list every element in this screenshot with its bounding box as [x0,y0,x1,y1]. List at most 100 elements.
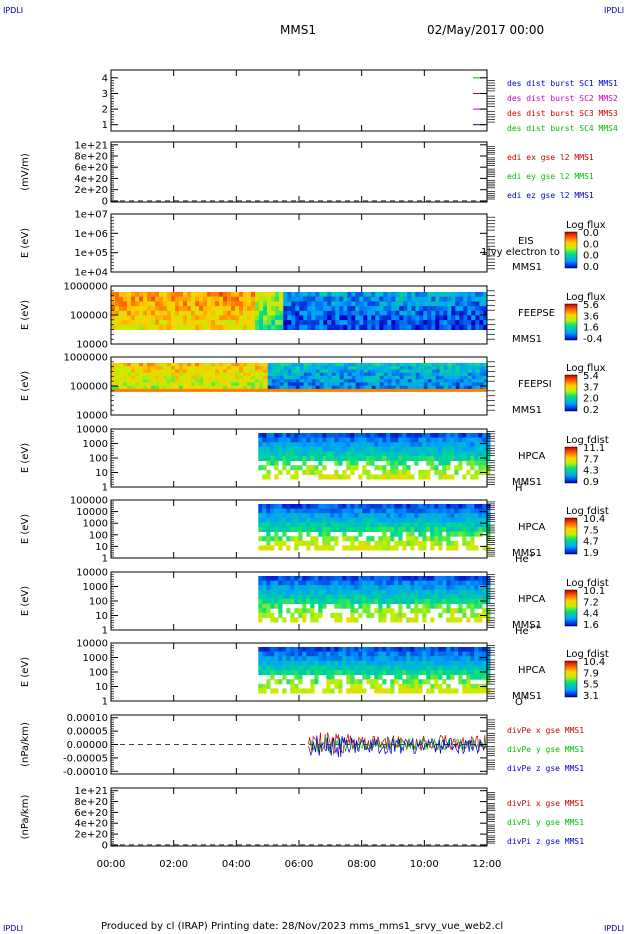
spectrogram-cell [163,301,168,307]
spectrogram-cell [446,437,451,443]
spectrogram-cell [415,369,420,374]
spectrogram-cell [310,508,315,514]
y-tick-label: 4e+20 [74,174,108,185]
spectrogram-cell [127,382,132,387]
spectrogram-cell [298,585,303,591]
y-tick-label: 0.00010 [67,713,108,724]
spectrogram-cell [407,315,412,321]
spectrogram-cell [378,508,383,514]
spectrogram-cell [415,292,420,298]
spectrogram-cell [310,540,315,546]
spectrogram-cell [294,688,299,694]
spectrogram-cell [394,589,399,595]
y-tick-label: 10000 [76,425,108,436]
spectrogram-cell [263,296,268,302]
spectrogram-cell [159,382,164,387]
spectrogram-cell [387,301,392,307]
spectrogram-cell [366,599,371,605]
spectrogram-cell [418,451,423,457]
spectrogram-cell [410,651,415,657]
spectrogram-cell [199,375,204,380]
spectrogram-cell [426,442,431,448]
spectrogram-cell [386,665,391,671]
spectrogram-cell [326,599,331,605]
spectrogram-cell [427,296,432,302]
spectrogram-cell [314,580,319,586]
spectrogram-cell [430,504,435,510]
spectrogram-cell [319,315,324,321]
spectrogram-cell [482,460,487,466]
spectrogram-cell [350,674,355,680]
spectrogram-cell [303,306,308,312]
spectrogram-cell [298,451,303,457]
spectrogram-cell [406,446,411,452]
spectrogram-cell [215,292,220,298]
spectrogram-cell [258,442,263,448]
spectrogram-cell [306,451,311,457]
spectrogram-cell [243,375,248,380]
spectrogram-cell [463,363,468,367]
spectrogram-cell [406,540,411,546]
spectrogram-cell [271,306,276,312]
spectrogram-cell [314,536,319,542]
spectrogram-cell [410,608,415,614]
spectrogram-cell [135,382,140,387]
spectrogram-cell [203,366,208,370]
spectrogram-cell [338,617,343,623]
spectrogram-cell [302,504,307,510]
spectrogram-cell [339,379,344,383]
spectrogram-cell [350,517,355,523]
spectrogram-cell [358,688,363,694]
spectrogram-cell [475,375,480,380]
panel-label-spacecraft: MMS1 [512,405,542,416]
spectrogram-cell [270,656,275,662]
spectrogram-cell [183,320,188,326]
spectrogram-cell [326,531,331,537]
spectrogram-cell [266,576,271,582]
spectrogram-cell [390,460,395,466]
spectrogram-cell [406,517,411,523]
spectrogram-cell [195,306,200,312]
spectrogram-cell [307,320,312,326]
spectrogram-cell [386,576,391,582]
spectrogram-cell [227,385,232,390]
spectrogram-cell [322,522,327,528]
spectrogram-cell [347,324,352,330]
spectrogram-cell [394,469,399,475]
spectrogram-cell [466,540,471,546]
spectrogram-cell [378,522,383,528]
spectrogram-cell [262,465,267,471]
spectrogram-cell [175,372,180,377]
spectrogram-cell [366,679,371,685]
spectrogram-cell [339,375,344,380]
spectrogram-cell [259,385,264,390]
spectrogram-cell [371,310,376,316]
spectrogram-cell [338,612,343,618]
spectrogram-cell [302,456,307,462]
spectrogram-cell [386,517,391,523]
spectrogram-cell [334,576,339,582]
spectrogram-cell [322,603,327,609]
spectrogram-cell [163,363,168,367]
spectrogram-cell [291,315,296,321]
spectrogram-cell [479,372,484,377]
spectrogram-cell [203,363,208,367]
spectrogram-cell [359,375,364,380]
spectrogram-cell [363,292,368,298]
spectrogram-cell [119,385,124,390]
spectrogram-cell [386,651,391,657]
spectrogram-cell [147,366,152,370]
spectrogram-cell [430,674,435,680]
spectrogram-cell [350,456,355,462]
spectrogram-cell [263,292,268,298]
spectrogram-cell [482,451,487,457]
spectrogram-cell [302,513,307,519]
spectrogram-cell [458,446,463,452]
spectrogram-cell [431,363,436,367]
spectrogram-cell [434,660,439,666]
spectrogram-cell [318,527,323,533]
spectrogram-cell [402,576,407,582]
spectrogram-cell [135,375,140,380]
spectrogram-cell [418,594,423,600]
spectrogram-cell [434,585,439,591]
